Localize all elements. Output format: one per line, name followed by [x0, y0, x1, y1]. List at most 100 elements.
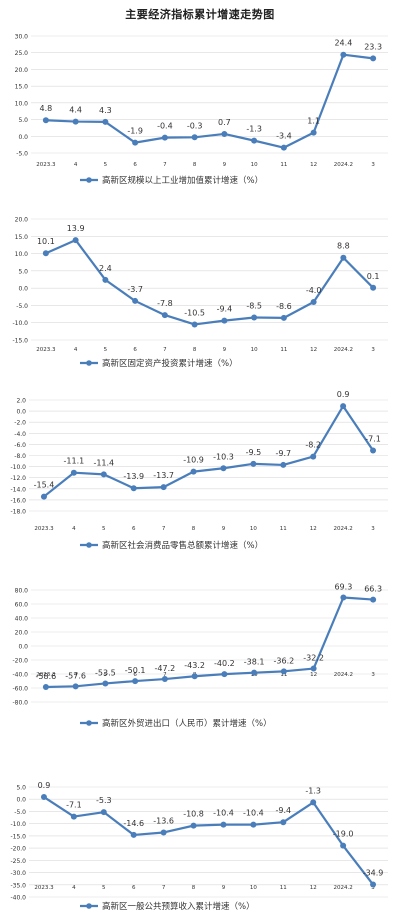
chart-5: 5.0 0.0 -5.0 -10.0 -15.0 -20.0 -25.0 -30.0 -35.0…	[10, 781, 388, 912]
data-label: -7.1	[66, 801, 82, 810]
y-tick-label: -12.0	[10, 475, 26, 482]
page-title: 主要经济指标累计增速走势图	[125, 8, 275, 21]
x-tick-label: 2023.3	[34, 885, 54, 891]
x-tick-label: 12	[310, 526, 317, 532]
data-point	[340, 594, 347, 601]
data-label: -10.8	[183, 810, 204, 819]
data-point	[72, 683, 79, 690]
x-tick-label: 5	[104, 347, 108, 353]
legend-marker	[86, 720, 92, 726]
legend-marker	[86, 360, 92, 366]
data-point	[221, 317, 228, 324]
data-label: -13.7	[153, 471, 174, 480]
y-tick-label: -5.0	[16, 151, 28, 158]
x-tick-label: 9	[222, 526, 226, 532]
data-point	[190, 822, 197, 829]
data-point	[42, 684, 49, 691]
data-point	[221, 130, 228, 137]
chart-4: 80.0 60.0 40.0 20.0 0.0 -20.0 -40.0 -60.0 -80.0 2…	[12, 582, 388, 729]
x-tick-label: 2023.3	[36, 347, 56, 353]
y-tick-label: 15.0	[15, 84, 29, 91]
data-point	[100, 809, 107, 816]
data-label: -9.5	[246, 448, 262, 457]
data-label: 4.3	[99, 106, 112, 115]
data-point	[191, 321, 198, 328]
x-tick-label: 9	[223, 347, 227, 353]
data-label: -19.0	[333, 830, 354, 839]
data-label: -1.9	[127, 127, 143, 136]
y-tick-label: -5.0	[16, 303, 28, 310]
x-tick-label: 7	[163, 347, 167, 353]
data-point	[310, 665, 317, 672]
y-tick-label: -10.0	[10, 821, 26, 828]
x-tick-label: 6	[133, 347, 137, 353]
data-point	[280, 314, 287, 321]
x-tick-label: 3	[371, 885, 375, 891]
x-tick-label: 6	[133, 672, 137, 678]
data-point	[42, 117, 49, 124]
chart-2: 20.0 15.0 10.0 5.0 0.0 -5.0 -10.0 -15.0 2023.3 4 5…	[12, 217, 388, 369]
y-tick-label: -20.0	[10, 846, 26, 853]
data-label: -3.7	[127, 285, 143, 294]
x-tick-label: 2024.2	[334, 347, 353, 353]
x-tick-label: 2023.3	[34, 526, 54, 532]
y-tick-label: 60.0	[15, 602, 29, 609]
x-tick-label: 11	[280, 347, 287, 353]
data-point	[340, 842, 347, 849]
data-label: -14.6	[123, 819, 144, 828]
x-tick-label: 12	[310, 347, 317, 353]
data-point	[100, 471, 107, 478]
y-tick-label: 10.0	[15, 251, 29, 258]
x-tick-label: 3	[371, 347, 375, 353]
x-tick-label: 11	[280, 526, 287, 532]
data-point	[191, 134, 198, 141]
data-label: 2.4	[99, 264, 112, 273]
data-point	[251, 137, 258, 144]
legend-label: 高新区一般公共预算收入累计增速（%）	[102, 901, 255, 912]
data-label: -4.0	[306, 286, 322, 295]
data-label: 8.8	[337, 242, 350, 251]
data-label: -50.1	[125, 666, 146, 675]
data-point	[310, 298, 317, 305]
data-label: -1.3	[305, 786, 321, 795]
data-label: -0.3	[187, 121, 203, 130]
x-tick-label: 4	[74, 347, 78, 353]
legend-marker	[86, 903, 92, 909]
chart-1: 30.0 25.0 20.0 15.0 10.0 5.0 0.0 -5.0 2023.3 4 5 6 7…	[15, 34, 388, 186]
data-label: -9.4	[275, 806, 291, 815]
x-tick-label: 3	[371, 526, 375, 532]
data-point	[40, 493, 47, 500]
data-point	[310, 129, 317, 136]
data-point	[132, 297, 139, 304]
y-tick-label: -14.0	[10, 486, 26, 493]
data-point	[370, 596, 377, 603]
x-tick-label: 7	[163, 672, 167, 678]
x-tick-label: 2024.2	[334, 526, 353, 532]
data-point	[72, 118, 79, 125]
data-label: -15.4	[34, 481, 55, 490]
data-label: -47.2	[155, 664, 176, 673]
data-label: -11.1	[64, 457, 85, 466]
data-point	[160, 829, 167, 836]
y-tick-label: -4.0	[14, 431, 26, 438]
data-label: -38.1	[244, 658, 265, 667]
data-point	[370, 55, 377, 62]
data-label: -10.5	[184, 308, 205, 317]
x-tick-label: 4	[74, 162, 78, 168]
data-label: 69.3	[334, 582, 352, 591]
y-tick-label: 5.0	[18, 117, 28, 124]
y-tick-label: -10.0	[12, 320, 28, 327]
y-tick-label: -40.0	[12, 672, 28, 679]
series-line	[45, 596, 374, 689]
legend-label: 高新区固定资产投资累计增速（%）	[102, 358, 238, 369]
series-line	[43, 405, 374, 498]
y-tick-label: -5.0	[14, 809, 26, 816]
data-label: 10.1	[37, 237, 55, 246]
x-tick-label: 11	[280, 162, 287, 168]
data-label: 1.1	[307, 117, 320, 126]
data-point	[191, 673, 198, 680]
y-tick-label: -20.0	[12, 658, 28, 665]
data-point	[370, 284, 377, 291]
data-point	[72, 237, 79, 244]
y-tick-label: 25.0	[15, 50, 29, 57]
